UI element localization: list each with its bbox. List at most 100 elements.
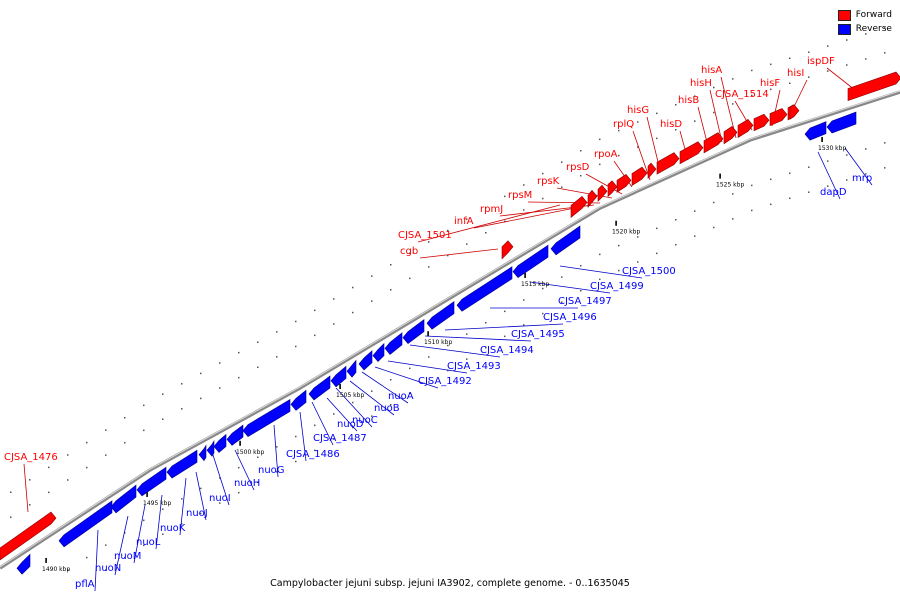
gene-cjsa-1492[interactable] xyxy=(384,332,403,355)
gene-label-nuob[interactable]: nuoB xyxy=(374,403,400,414)
gene-nuol[interactable] xyxy=(166,449,198,479)
gene-dapd[interactable] xyxy=(826,111,857,134)
forward-leader xyxy=(585,173,623,195)
gene-hisd[interactable] xyxy=(703,132,724,154)
gene-label-nuod[interactable]: nuoD xyxy=(337,419,364,430)
gene-label-nuoi[interactable]: nuoI xyxy=(209,493,231,504)
gene-nuon[interactable] xyxy=(110,484,137,514)
gene-label-rplq[interactable]: rplQ xyxy=(613,119,634,130)
gene-label-hisf[interactable]: hisF xyxy=(760,78,780,89)
forward-swatch xyxy=(837,9,851,21)
gene-hisb[interactable] xyxy=(723,125,738,145)
gene-cjsa-1500[interactable] xyxy=(804,121,827,141)
gene-label-cjsa-1500[interactable]: CJSA_1500 xyxy=(622,266,676,277)
gene-rpsm[interactable] xyxy=(607,180,618,198)
gene-label-rpsd[interactable]: rpsD xyxy=(566,162,590,173)
gene-cjsa-1493[interactable] xyxy=(402,319,425,345)
gene-infa[interactable] xyxy=(587,189,598,209)
gene-nuoj[interactable] xyxy=(206,439,215,457)
gene-label-infa[interactable]: infA xyxy=(454,216,474,227)
gene-nuoa[interactable] xyxy=(372,342,385,363)
grid-dot xyxy=(656,137,658,140)
gene-label-nuok[interactable]: nuoK xyxy=(160,523,186,534)
gene-rplq[interactable] xyxy=(656,152,680,175)
gene-ispdf[interactable] xyxy=(789,104,800,120)
gene-label-hisg[interactable]: hisG xyxy=(627,105,649,116)
gene-hisi[interactable] xyxy=(847,71,900,102)
grid-dot xyxy=(162,508,164,510)
gene-label-hisb[interactable]: hisB xyxy=(678,95,699,106)
grid-dot xyxy=(656,112,658,115)
grid-dot xyxy=(295,435,297,438)
gene-label-cjsa-1494[interactable]: CJSA_1494 xyxy=(480,345,534,356)
gene-nuom[interactable] xyxy=(136,466,167,497)
gene-label-mrp[interactable]: mrp xyxy=(852,173,872,184)
gene-cjsa-1497[interactable] xyxy=(550,225,581,256)
gene-nuog[interactable] xyxy=(242,398,291,438)
gene-cjsa-1495[interactable] xyxy=(456,266,513,312)
gene-label-nuoj[interactable]: nuoJ xyxy=(186,508,208,519)
gene-rpsd[interactable] xyxy=(631,166,648,187)
gene-hish[interactable] xyxy=(737,118,754,138)
gene-cjsa-1496[interactable] xyxy=(512,244,549,279)
gene-label-cjsa-1495[interactable]: CJSA_1495 xyxy=(511,329,565,340)
gene-nuoh[interactable] xyxy=(226,424,244,446)
gene-label-nuog[interactable]: nuoG xyxy=(258,465,285,476)
gene-label-cjsa-1486[interactable]: CJSA_1486 xyxy=(286,449,340,460)
gene-label-hisa[interactable]: hisA xyxy=(701,65,722,76)
gene-label-cjsa-1497[interactable]: CJSA_1497 xyxy=(558,296,612,307)
gene-cjsa-1476[interactable] xyxy=(0,511,57,561)
grid-dot xyxy=(390,404,392,406)
grid-dot xyxy=(257,341,259,344)
gene-label-cjsa-1487[interactable]: CJSA_1487 xyxy=(313,433,367,444)
gene-label-cgb[interactable]: cgb xyxy=(400,246,418,257)
gene-rpsk[interactable] xyxy=(616,174,632,193)
grid-dot xyxy=(200,487,202,490)
gene-label-nuoh[interactable]: nuoH xyxy=(234,478,260,489)
gene-label-rpsm[interactable]: rpsM xyxy=(508,190,532,201)
gene-label-ispdf[interactable]: ispDF xyxy=(807,56,835,67)
gene-label-cjsa-1476[interactable]: CJSA_1476 xyxy=(4,452,58,463)
gene-label-cjsa-1499[interactable]: CJSA_1499 xyxy=(590,281,644,292)
gene-cjsa-1486[interactable] xyxy=(290,389,307,411)
grid-dot xyxy=(238,491,240,494)
gene-nuok[interactable] xyxy=(198,444,207,462)
gene-rpoa[interactable] xyxy=(647,162,657,179)
gene-cjsa-1487[interactable] xyxy=(308,375,331,401)
gene-label-nuol[interactable]: nuoL xyxy=(136,537,161,548)
gene-label-dapd[interactable]: dapD xyxy=(820,187,847,198)
gene-label-hisi[interactable]: hisI xyxy=(787,68,804,79)
gene-label-pfla[interactable]: pflA xyxy=(75,579,95,590)
gene-label-rpmj[interactable]: rpmJ xyxy=(480,204,503,215)
gene-label-hish[interactable]: hisH xyxy=(690,78,712,89)
grid-dot xyxy=(523,324,525,326)
gene-label-cjsa-1493[interactable]: CJSA_1493 xyxy=(447,361,501,372)
gene-hisg[interactable] xyxy=(679,141,704,165)
gene-nuoi[interactable] xyxy=(213,433,227,453)
gene-label-cjsa-1514[interactable]: CJSA_1514 xyxy=(715,89,769,100)
gene-label-cjsa-1496[interactable]: CJSA_1496 xyxy=(543,312,597,323)
gene-label-nuon[interactable]: nuoN xyxy=(95,563,121,574)
gene-label-nuoa[interactable]: nuoA xyxy=(388,391,414,402)
gene-cjsa-1499[interactable] xyxy=(16,553,31,575)
gene-label-cjsa-1501[interactable]: CJSA_1501 xyxy=(398,230,452,241)
gene-cjsa-1514[interactable] xyxy=(769,108,788,127)
reverse-leader xyxy=(299,411,307,462)
gene-cgb[interactable] xyxy=(501,240,514,260)
gene-cjsa-1501[interactable] xyxy=(570,195,588,219)
gene-hisa[interactable] xyxy=(753,113,770,132)
gene-pfla[interactable] xyxy=(58,500,113,548)
gene-nuoc[interactable] xyxy=(346,359,357,378)
gene-label-rpsk[interactable]: rpsK xyxy=(537,176,560,187)
gene-cjsa-1494[interactable] xyxy=(426,301,455,330)
gene-label-nuoc[interactable]: nuoC xyxy=(352,415,378,426)
gene-label-hisd[interactable]: hisD xyxy=(660,119,682,130)
gene-rpmj[interactable] xyxy=(597,184,608,202)
grid-dot xyxy=(162,418,164,420)
gene-nuob[interactable] xyxy=(358,350,373,371)
gene-label-rpoa[interactable]: rpoA xyxy=(594,149,618,160)
gene-label-cjsa-1492[interactable]: CJSA_1492 xyxy=(418,376,472,387)
grid-dot xyxy=(485,207,487,209)
gene-nuod[interactable] xyxy=(330,365,347,388)
gene-label-nuom[interactable]: nuoM xyxy=(114,551,141,562)
